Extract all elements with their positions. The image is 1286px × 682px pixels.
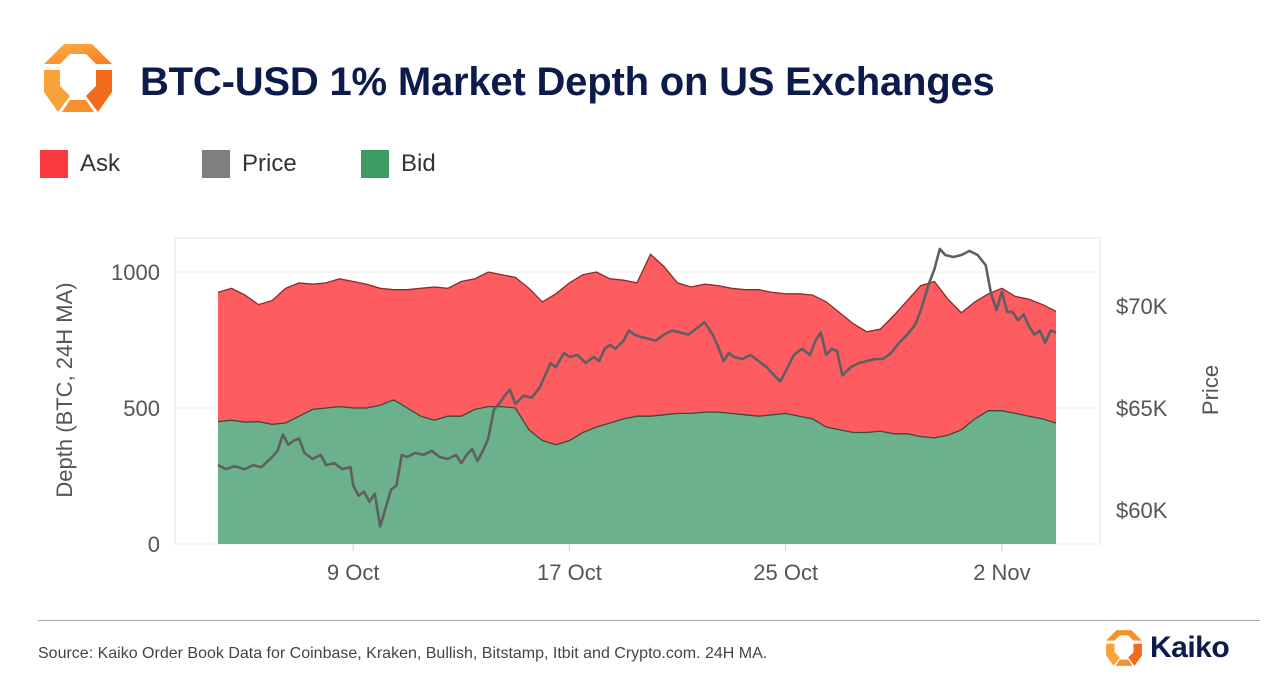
market-depth-chart: 0 500 1000 $60K $65K $70K 9 Oct 17 Oct 25 Oct 2… (52, 237, 1223, 585)
price-line (217, 247, 1057, 528)
y-axis-label: Depth (BTC, 24H MA) (52, 282, 77, 497)
legend-item-ask: Ask (40, 146, 120, 182)
brand: Kaiko (1104, 628, 1230, 668)
kaiko-brand-icon (1106, 630, 1142, 666)
footer-divider (38, 620, 1260, 621)
brand-name: Kaiko (1150, 631, 1230, 664)
y2-tick-label: $60K (1116, 498, 1168, 523)
y-tick-label: 500 (123, 396, 160, 421)
legend-swatch-price (202, 150, 230, 178)
x-tick-label: 2 Nov (973, 560, 1030, 585)
page-title: BTC-USD 1% Market Depth on US Exchanges (140, 60, 995, 104)
x-tick-label: 9 Oct (327, 560, 380, 585)
y-tick-label: 1000 (111, 260, 160, 285)
legend-label-price: Price (242, 150, 297, 177)
legend-item-bid: Bid (361, 146, 436, 182)
bid-area (218, 399, 1056, 544)
y-tick-label: 0 (148, 532, 160, 557)
x-tick-label: 25 Oct (753, 560, 818, 585)
legend-label-bid: Bid (401, 150, 436, 177)
y2-tick-label: $70K (1116, 294, 1168, 319)
kaiko-logo-icon (44, 44, 112, 112)
legend-swatch-ask (40, 150, 68, 178)
y2-tick-label: $65K (1116, 396, 1168, 421)
legend-swatch-bid (361, 150, 389, 178)
legend-label-ask: Ask (80, 150, 121, 177)
source-note: Source: Kaiko Order Book Data for Coinba… (38, 645, 768, 662)
y2-axis-label: Price (1198, 365, 1223, 415)
ask-area (218, 254, 1056, 445)
x-tick-label: 17 Oct (537, 560, 602, 585)
ask-edge-line (217, 253, 1057, 333)
legend-item-price: Price (202, 146, 297, 182)
chart-legend: Ask Price Bid (40, 146, 560, 182)
bid-edge-line (217, 399, 1057, 446)
